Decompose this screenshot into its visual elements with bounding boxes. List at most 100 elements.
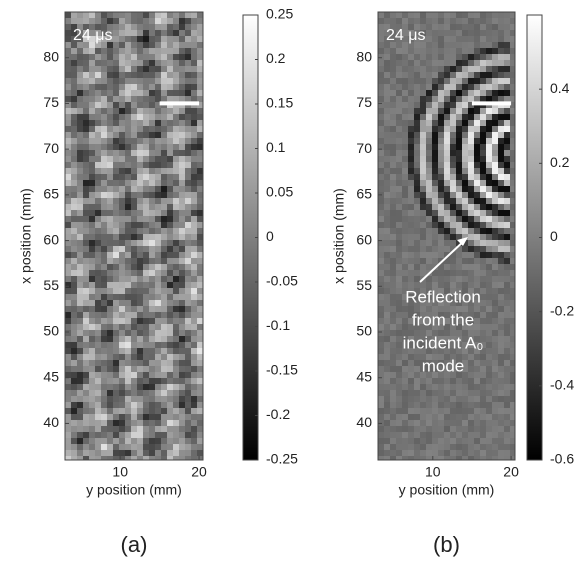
- heatmap-cell: [414, 66, 420, 72]
- heatmap-cell: [197, 390, 203, 396]
- heatmap-cell: [384, 156, 390, 162]
- heatmap-cell: [408, 18, 414, 24]
- heatmap-cell: [95, 324, 101, 330]
- heatmap-cell: [119, 270, 125, 276]
- heatmap-cell: [155, 348, 161, 354]
- heatmap-cell: [378, 102, 384, 108]
- heatmap-cell: [131, 390, 137, 396]
- heatmap-cell: [143, 30, 149, 36]
- heatmap-cell: [396, 54, 402, 60]
- heatmap-cell: [125, 36, 131, 42]
- heatmap-cell: [131, 456, 137, 460]
- heatmap-cell: [95, 252, 101, 258]
- heatmap-cell: [498, 420, 504, 426]
- heatmap-cell: [131, 216, 137, 222]
- heatmap-cell: [510, 300, 515, 306]
- heatmap-cell: [113, 294, 119, 300]
- heatmap-cell: [131, 84, 137, 90]
- heatmap-cell: [113, 54, 119, 60]
- x-axis-label: y position (mm): [399, 482, 495, 498]
- heatmap-cell: [77, 102, 83, 108]
- heatmap-cell: [113, 156, 119, 162]
- heatmap-cell: [396, 66, 402, 72]
- heatmap-cell: [185, 288, 191, 294]
- heatmap-cell: [480, 354, 486, 360]
- heatmap-cell: [179, 18, 185, 24]
- heatmap-cell: [83, 48, 89, 54]
- heatmap-cell: [498, 240, 504, 246]
- heatmap-cell: [161, 366, 167, 372]
- heatmap-cell: [83, 138, 89, 144]
- heatmap-cell: [450, 156, 456, 162]
- heatmap-cell: [438, 108, 444, 114]
- heatmap-cell: [504, 132, 510, 138]
- heatmap-cell: [155, 18, 161, 24]
- heatmap-cell: [426, 162, 432, 168]
- heatmap-cell: [414, 372, 420, 378]
- heatmap-cell: [119, 96, 125, 102]
- heatmap-cell: [191, 120, 197, 126]
- colorbar-tick-label: -0.4: [550, 377, 574, 393]
- heatmap-cell: [119, 228, 125, 234]
- heatmap-cell: [197, 138, 203, 144]
- heatmap-cell: [390, 348, 396, 354]
- heatmap-cell: [462, 90, 468, 96]
- heatmap-cell: [107, 186, 113, 192]
- heatmap-cell: [65, 324, 71, 330]
- y-tick-label: 40: [43, 414, 59, 430]
- heatmap-cell: [101, 120, 107, 126]
- heatmap-cell: [426, 12, 432, 18]
- heatmap-cell: [444, 186, 450, 192]
- heatmap-cell: [438, 30, 444, 36]
- heatmap-cell: [179, 96, 185, 102]
- heatmap-cell: [390, 102, 396, 108]
- heatmap-cell: [131, 168, 137, 174]
- heatmap-cell: [173, 60, 179, 66]
- heatmap-cell: [173, 108, 179, 114]
- heatmap-cell: [137, 72, 143, 78]
- heatmap-cell: [83, 456, 89, 460]
- heatmap-cell: [161, 300, 167, 306]
- heatmap-cell: [408, 180, 414, 186]
- heatmap-cell: [414, 198, 420, 204]
- heatmap-cell: [432, 90, 438, 96]
- heatmap-cell: [119, 84, 125, 90]
- heatmap-cell: [197, 96, 203, 102]
- heatmap-cell: [396, 456, 402, 460]
- heatmap-cell: [149, 414, 155, 420]
- heatmap-cell: [396, 432, 402, 438]
- heatmap-cell: [197, 246, 203, 252]
- heatmap-cell: [450, 426, 456, 432]
- heatmap-cell: [486, 120, 492, 126]
- heatmap-cell: [77, 348, 83, 354]
- heatmap-cell: [384, 456, 390, 460]
- heatmap-cell: [65, 432, 71, 438]
- heatmap-cell: [137, 294, 143, 300]
- heatmap-cell: [402, 390, 408, 396]
- heatmap-cell: [71, 318, 77, 324]
- heatmap-cell: [155, 120, 161, 126]
- heatmap-cell: [432, 414, 438, 420]
- heatmap-cell: [396, 348, 402, 354]
- heatmap-cell: [390, 288, 396, 294]
- heatmap-cell: [173, 360, 179, 366]
- heatmap-cell: [167, 402, 173, 408]
- heatmap-cell: [191, 54, 197, 60]
- heatmap-cell: [510, 450, 515, 456]
- heatmap-cell: [101, 438, 107, 444]
- heatmap-cell: [155, 240, 161, 246]
- heatmap-cell: [149, 144, 155, 150]
- heatmap-cell: [474, 384, 480, 390]
- heatmap-cell: [131, 312, 137, 318]
- heatmap-cell: [155, 30, 161, 36]
- heatmap-cell: [137, 174, 143, 180]
- y-tick-label: 50: [43, 323, 59, 339]
- heatmap-cell: [83, 144, 89, 150]
- y-tick-label: 65: [356, 186, 372, 202]
- heatmap-cell: [101, 294, 107, 300]
- heatmap-cell: [89, 228, 95, 234]
- y-tick-label: 80: [356, 48, 372, 64]
- heatmap-cell: [119, 180, 125, 186]
- heatmap-cell: [456, 162, 462, 168]
- heatmap-cell: [119, 390, 125, 396]
